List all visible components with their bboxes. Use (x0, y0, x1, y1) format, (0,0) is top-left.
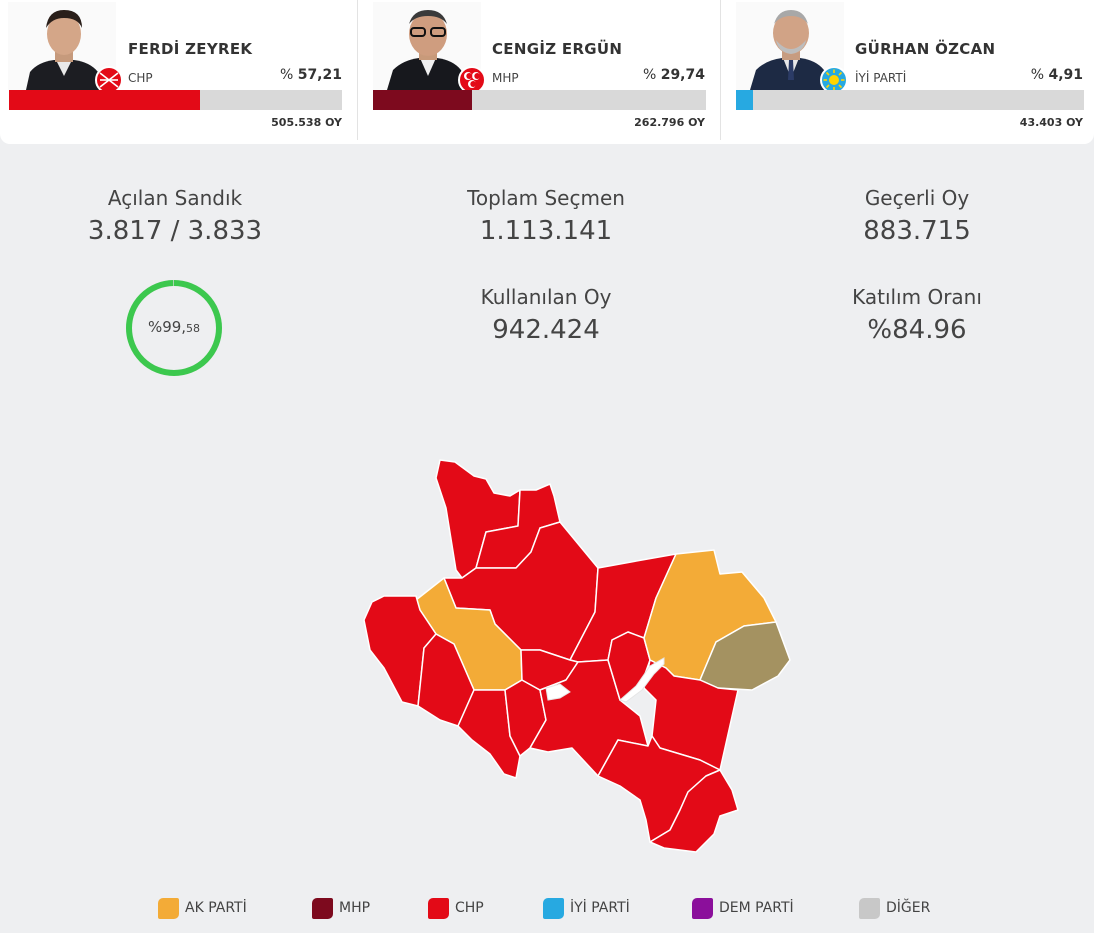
candidate-photo-1 (8, 2, 116, 90)
candidate-card-1[interactable]: FERDİ ZEYREK CHP % 57,21 505.538 OY (0, 0, 355, 140)
stat-value: 942.424 (492, 315, 600, 345)
candidate-photo-2 (373, 2, 481, 90)
legend-item-dem-parti: DEM PARTİ (692, 897, 794, 919)
vote-share-bar (373, 90, 706, 110)
stat-label: Toplam Seçmen (467, 186, 625, 210)
progress-ring-arc (126, 280, 222, 376)
legend-swatch (312, 897, 333, 919)
map-legend: AK PARTİ MHP CHP İYİ PARTİ DEM PARTİ DİĞ… (0, 897, 1094, 921)
vote-share-bar (736, 90, 1084, 110)
legend-item-ak-parti: AK PARTİ (158, 897, 247, 919)
stat-label: Katılım Oranı (852, 285, 982, 309)
vote-count: 262.796 OY (634, 116, 705, 129)
legend-item-chp: CHP (428, 897, 484, 919)
lake-icon (545, 683, 571, 701)
stat-valid-votes: Geçerli Oy 883.715 (767, 186, 1067, 246)
party-name: MHP (492, 71, 519, 85)
vote-percentage: % 29,74 (642, 67, 705, 83)
legend-label: MHP (339, 900, 371, 916)
vote-share-bar (9, 90, 342, 110)
vote-percentage: % 57,21 (279, 67, 342, 83)
district-region[interactable] (649, 769, 739, 853)
stat-label: Açılan Sandık (107, 186, 243, 210)
stat-total-voters: Toplam Seçmen 1.113.141 (396, 186, 696, 246)
stat-value: 883.715 (863, 216, 971, 246)
legend-label: İYİ PARTİ (570, 900, 630, 916)
vote-share-bar-fill (9, 90, 200, 110)
candidate-name: GÜRHAN ÖZCAN (855, 40, 996, 58)
vote-share-bar-fill (736, 90, 754, 110)
candidate-name: CENGİZ ERGÜN (492, 40, 623, 58)
stat-turnout: Katılım Oranı %84.96 (767, 285, 1067, 345)
stat-label: Geçerli Oy (864, 186, 970, 210)
stat-value: 1.113.141 (479, 216, 613, 246)
legend-label: DİĞER (886, 900, 931, 916)
stat-label: Kullanılan Oy (480, 285, 612, 309)
candidate-card-2[interactable]: CENGİZ ERGÜN MHP % 29,74 262.796 OY (357, 0, 720, 140)
legend-label: DEM PARTİ (719, 900, 794, 916)
party-name: İYİ PARTİ (855, 71, 907, 85)
stat-opened-ballots: Açılan Sandık 3.817 / 3.833 (25, 186, 325, 246)
candidate-name: FERDİ ZEYREK (128, 40, 253, 58)
district-region[interactable] (363, 595, 437, 707)
legend-label: AK PARTİ (185, 900, 247, 916)
legend-item-iyi-parti: İYİ PARTİ (543, 897, 630, 919)
dam-lake-icon (619, 657, 665, 703)
vote-count: 43.403 OY (1019, 116, 1083, 129)
legend-swatch (859, 897, 880, 919)
stat-used-votes: Kullanılan Oy 942.424 (396, 285, 696, 345)
candidates-panel (0, 0, 1094, 144)
legend-item-diger: DİĞER (859, 897, 930, 919)
stat-value: 3.817 / 3.833 (87, 216, 263, 246)
vote-percentage: % 4,91 (1030, 67, 1083, 83)
district-region[interactable] (417, 633, 475, 727)
party-name: CHP (128, 71, 153, 85)
vote-share-bar-fill (373, 90, 473, 110)
legend-swatch (428, 897, 449, 919)
vote-count: 505.538 OY (271, 116, 342, 129)
stat-value: %84.96 (867, 315, 967, 345)
legend-label: CHP (455, 900, 484, 916)
opened-ballot-progress-ring (126, 280, 222, 376)
legend-swatch (543, 897, 564, 919)
legend-swatch (692, 897, 713, 919)
legend-item-mhp: MHP (312, 897, 370, 919)
candidate-card-3[interactable]: GÜRHAN ÖZCAN İYİ PARTİ % 4,91 43.403 OY (720, 0, 1094, 140)
legend-swatch (158, 897, 179, 919)
opened-ballot-percentage: %99,58 (147, 318, 201, 336)
